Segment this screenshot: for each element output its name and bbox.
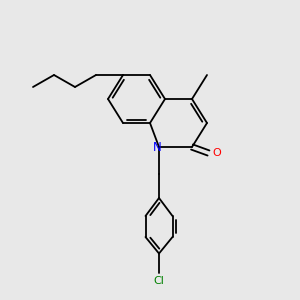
Text: O: O [212, 148, 221, 158]
Text: N: N [153, 141, 162, 154]
Text: Cl: Cl [154, 276, 164, 286]
